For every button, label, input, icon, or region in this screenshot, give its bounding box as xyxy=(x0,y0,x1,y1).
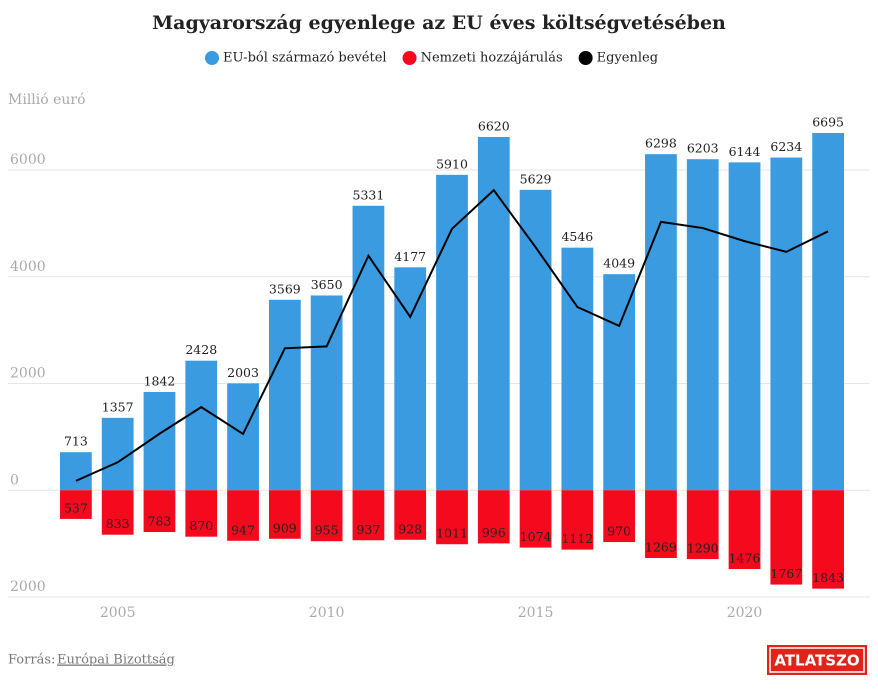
y-tick-label: 2000 xyxy=(10,366,46,382)
bar xyxy=(101,490,134,535)
value-label: 6144 xyxy=(729,144,761,159)
bar xyxy=(227,490,259,541)
bar xyxy=(686,490,719,560)
bar xyxy=(185,490,218,537)
value-label: 1112 xyxy=(561,531,593,546)
legend-label: Nemzeti hozzájárulás xyxy=(421,51,563,66)
legend-swatch xyxy=(205,51,219,65)
value-label: 4049 xyxy=(603,256,635,271)
bar xyxy=(477,136,510,491)
value-label: 1476 xyxy=(729,551,761,566)
bar xyxy=(519,189,552,491)
value-label: 4546 xyxy=(561,229,593,244)
value-label: 3569 xyxy=(269,281,301,296)
bar xyxy=(394,267,427,491)
value-label: 713 xyxy=(64,434,88,449)
bar xyxy=(394,490,427,540)
value-label: 3650 xyxy=(311,277,343,292)
source-prefix: Forrás: xyxy=(8,653,55,668)
bar xyxy=(603,490,636,543)
value-label: 6620 xyxy=(478,118,510,133)
value-label: 1843 xyxy=(812,570,844,585)
value-label: 1269 xyxy=(645,539,677,554)
bar xyxy=(477,490,510,544)
value-label: 783 xyxy=(148,514,172,529)
value-label: 1074 xyxy=(520,529,552,544)
value-label: 1011 xyxy=(436,526,468,541)
bar xyxy=(60,490,92,519)
value-label: 6695 xyxy=(812,114,844,129)
y-tick-label: 6000 xyxy=(10,152,46,168)
value-label: 5331 xyxy=(353,187,385,202)
bar xyxy=(561,490,594,550)
value-label: 537 xyxy=(64,500,88,515)
bar xyxy=(227,383,259,491)
bar xyxy=(519,490,552,548)
bar xyxy=(812,132,844,491)
logo: ATLATSZO xyxy=(774,652,859,670)
bar xyxy=(645,154,677,491)
value-label: 2428 xyxy=(185,342,217,357)
bar xyxy=(310,490,343,542)
value-label: 2003 xyxy=(227,365,259,380)
balance-line xyxy=(75,188,829,482)
value-label: 5910 xyxy=(436,156,468,171)
x-tick-label: 2010 xyxy=(309,605,345,621)
bar xyxy=(352,205,385,491)
bar xyxy=(268,490,301,539)
value-label: 909 xyxy=(273,520,297,535)
value-label: 947 xyxy=(231,522,255,537)
legend-label: EU-ból származó bevétel xyxy=(223,51,387,66)
value-label: 1842 xyxy=(144,373,176,388)
value-label: 1290 xyxy=(687,541,719,556)
y-tick-label: 2000 xyxy=(10,579,46,595)
value-label: 6298 xyxy=(645,136,677,151)
bar xyxy=(436,174,468,491)
bar xyxy=(812,490,844,589)
bar xyxy=(645,490,677,558)
logo-box xyxy=(767,645,867,675)
value-label: 6203 xyxy=(687,141,719,156)
y-tick-label: 4000 xyxy=(10,259,46,275)
bar xyxy=(728,490,761,570)
value-label: 870 xyxy=(189,518,213,533)
value-label: 833 xyxy=(106,516,130,531)
bar xyxy=(728,162,761,491)
bar xyxy=(185,360,218,491)
source-link[interactable]: Európai Bizottság xyxy=(57,653,175,668)
bar xyxy=(352,490,385,541)
value-label: 1767 xyxy=(770,566,802,581)
x-tick-label: 2005 xyxy=(100,605,136,621)
value-label: 996 xyxy=(482,525,506,540)
logo-border xyxy=(769,647,865,673)
bar xyxy=(603,274,636,491)
bar xyxy=(60,452,92,491)
legend-label: Egyenleg xyxy=(597,51,658,66)
legend-swatch xyxy=(402,51,417,65)
bar xyxy=(436,490,468,545)
value-label: 1357 xyxy=(102,399,134,414)
bar xyxy=(770,157,803,491)
x-tick-label: 2015 xyxy=(518,605,554,621)
x-tick-label: 2020 xyxy=(727,605,763,621)
value-label: 937 xyxy=(356,522,380,537)
value-label: 970 xyxy=(607,524,631,539)
chart-title: Magyarország egyenlege az EU éves költsé… xyxy=(152,12,726,34)
bar xyxy=(143,490,176,533)
value-label: 955 xyxy=(315,523,339,538)
value-label: 4177 xyxy=(394,249,426,264)
bar xyxy=(561,247,594,491)
y-tick-label: 0 xyxy=(10,472,19,488)
value-label: 6234 xyxy=(770,139,802,154)
y-axis-label: Millió euró xyxy=(8,92,86,108)
legend-swatch xyxy=(578,51,593,65)
bar xyxy=(310,295,343,491)
value-label: 928 xyxy=(398,521,422,536)
bar xyxy=(686,159,719,491)
bar xyxy=(770,490,803,585)
value-label: 5629 xyxy=(520,171,552,186)
bar xyxy=(268,299,301,491)
